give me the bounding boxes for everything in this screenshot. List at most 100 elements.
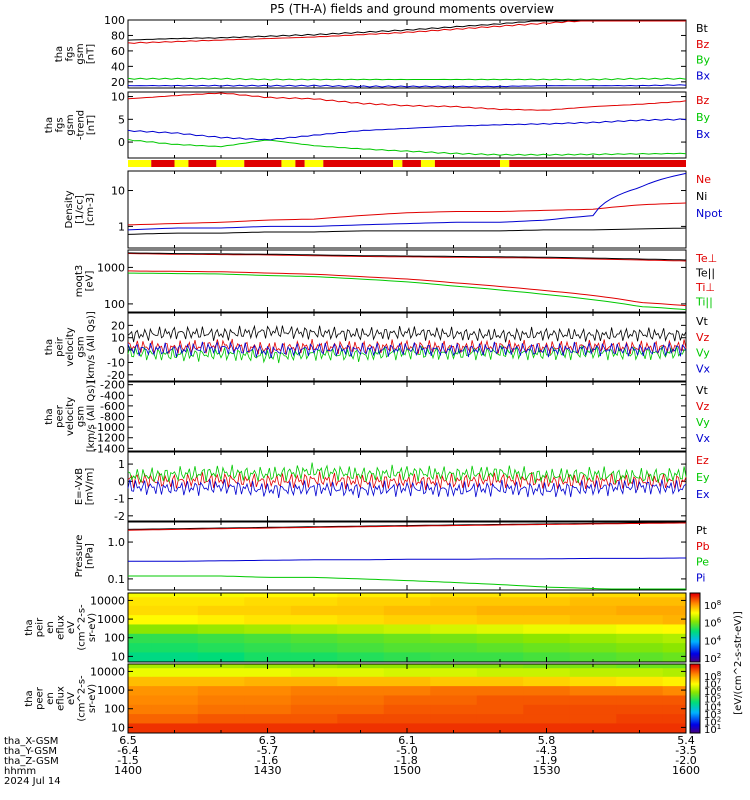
heatmap-cell xyxy=(128,713,152,724)
colorbar-tick-label: 104 xyxy=(704,634,722,647)
y-axis-label-line: gsm xyxy=(76,406,87,427)
colorbar-cell xyxy=(690,680,700,682)
heatmap-cell xyxy=(337,651,385,663)
panel-0: 100 80 60 40 20 tha fgs gsm [nT] Bt Bz By Bx xyxy=(54,14,711,89)
y-axis-label-line: tha xyxy=(44,339,55,355)
heatmap-cell xyxy=(476,633,524,644)
colorbar-cell xyxy=(690,645,700,648)
legend-entry: Te⊥ xyxy=(695,252,717,265)
colorbar-cell xyxy=(690,681,700,683)
legend-entry: Ti|| xyxy=(695,295,713,308)
orbit-value: 1400 xyxy=(114,764,142,777)
heatmap-cell xyxy=(430,713,478,724)
orbit-value: 5.8 xyxy=(538,734,556,747)
colorbar-cell xyxy=(690,687,700,689)
tick-exponent: 6 xyxy=(717,617,722,625)
series-line-By xyxy=(127,77,687,81)
colorbar-cell xyxy=(690,648,700,650)
heatmap-cell xyxy=(476,651,524,663)
series-line-Ni xyxy=(127,227,687,235)
colorbar-cell xyxy=(690,620,700,623)
heatmap-cell xyxy=(476,642,524,653)
y-axis-label-line: [km/s (All Qs)] xyxy=(86,311,97,383)
heatmap-cell xyxy=(383,685,431,696)
y-tick-label: 10 xyxy=(111,721,125,734)
legend-entry: Pb xyxy=(696,540,710,553)
heatmap-cell xyxy=(569,685,617,696)
heatmap-cell xyxy=(430,704,478,715)
colorbar-cell xyxy=(690,625,700,627)
y-axis-label: tha fgs gsm [nT] xyxy=(54,43,97,64)
heatmap-cell xyxy=(337,713,385,724)
heatmap-cell xyxy=(383,596,431,606)
heatmap-cell xyxy=(151,596,199,606)
colorbar-cell xyxy=(690,720,700,722)
colorbar-cell xyxy=(690,629,700,632)
y-tick-label: -600 xyxy=(100,400,125,413)
heatmap-cell xyxy=(337,704,385,715)
y-tick-label: 1 xyxy=(118,220,125,233)
colorbar-cell xyxy=(690,668,700,671)
y-axis-label-line: peer xyxy=(35,686,46,710)
y-axis-label-line: tha xyxy=(54,46,65,62)
heatmap-cell xyxy=(662,596,687,606)
legend-entry: Pi xyxy=(696,571,705,584)
colorbar-cell xyxy=(690,605,700,608)
colorbar-cell xyxy=(690,652,700,655)
legend-entry: Te|| xyxy=(695,266,715,279)
colorbar-cell xyxy=(690,622,700,625)
orbit-value: -1.9 xyxy=(536,754,557,767)
legend-entry: Vz xyxy=(696,400,710,413)
colorbar-cell xyxy=(690,621,700,624)
y-axis-label-line: moqt3 xyxy=(74,265,85,298)
colorbar-cell xyxy=(690,701,700,704)
status-segment xyxy=(393,160,403,167)
heatmap-cell xyxy=(569,713,617,724)
heatmap-cell xyxy=(383,633,431,644)
tick-exponent: 2 xyxy=(717,715,721,723)
legend-entry: Vx xyxy=(696,432,711,445)
status-segment xyxy=(128,160,152,167)
panel-4: 1000 100 moqt3 [eV] Te⊥Te|| Ti⊥Ti|| xyxy=(74,249,717,313)
heatmap-cell xyxy=(290,596,338,606)
series-line-Npot xyxy=(127,172,687,231)
series-line-Pe xyxy=(128,575,686,590)
panel-3: 10 1 Density [1/cc] [cm-3] Ne Ni Npot xyxy=(64,170,723,249)
heatmap-cell xyxy=(383,704,431,715)
heatmap-cell xyxy=(616,667,664,677)
colorbar-cell xyxy=(690,611,700,614)
heatmap-cell xyxy=(128,642,152,653)
heatmap-cell xyxy=(569,623,617,634)
y-axis-label-line: tha xyxy=(24,690,35,706)
heatmap-cell xyxy=(128,623,152,634)
colorbar-cell xyxy=(690,723,700,726)
colorbar-cell xyxy=(690,658,700,661)
heatmap-cell xyxy=(151,651,199,663)
colorbar-cell xyxy=(690,718,700,720)
colorbar-cell xyxy=(690,613,700,616)
colorbar-cell xyxy=(690,688,700,690)
heatmap-cell xyxy=(523,633,571,644)
colorbar-cell xyxy=(690,708,700,711)
y-axis-label-line: en xyxy=(45,692,56,705)
heatmap-cell xyxy=(616,722,664,734)
status-segment xyxy=(281,160,296,167)
colorbar-cell xyxy=(690,730,700,733)
legend-entry: Ni xyxy=(696,190,707,203)
y-tick-label: -2 xyxy=(114,510,125,523)
series-line-Ti|| xyxy=(128,272,687,311)
y-axis-label-line: [nT] xyxy=(86,115,97,135)
colorbar-tick-label: 102 xyxy=(704,715,721,728)
heatmap-cell xyxy=(523,623,571,634)
heatmap-cell xyxy=(151,642,199,653)
heatmap-cell xyxy=(662,722,687,734)
heatmap-cell xyxy=(290,614,338,625)
y-tick-label: 100 xyxy=(104,632,125,645)
heatmap-cell xyxy=(383,667,431,677)
heatmap-cell xyxy=(337,623,385,634)
colorbar-cell xyxy=(690,601,700,603)
heatmap-cell xyxy=(151,633,199,644)
colorbar-cell xyxy=(690,599,700,602)
orbit-row-label: hhmm xyxy=(4,766,36,777)
